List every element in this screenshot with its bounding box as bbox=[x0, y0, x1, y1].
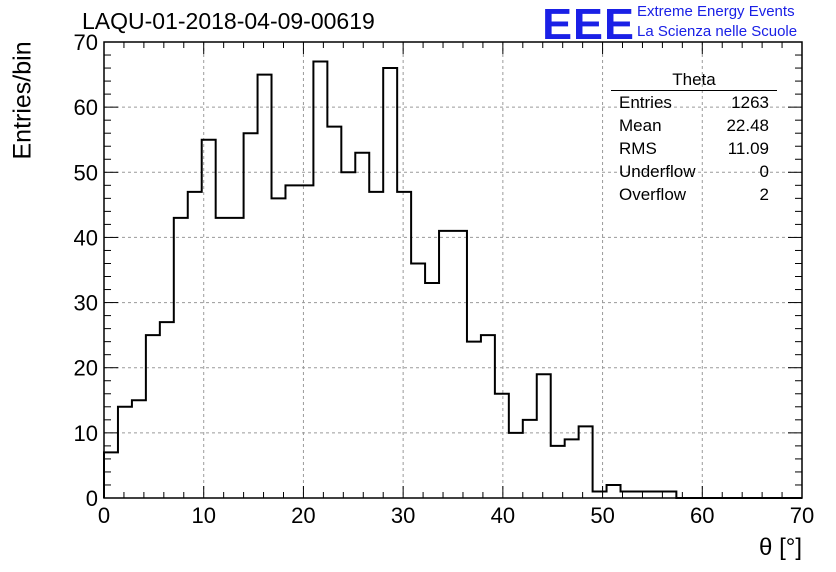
histogram-bin bbox=[607, 485, 621, 498]
stats-value: 11.09 bbox=[727, 139, 769, 158]
x-tick-label: 0 bbox=[98, 503, 110, 528]
x-tick-label: 10 bbox=[191, 503, 215, 528]
stats-row-rms: RMS 11.09 bbox=[611, 137, 777, 160]
histogram-bin bbox=[509, 433, 523, 498]
logo-text-line2: La Scienza nelle Scuole bbox=[637, 23, 798, 40]
stats-row-entries: Entries 1263 bbox=[611, 91, 777, 114]
histogram-bin bbox=[355, 153, 369, 498]
histogram-bin bbox=[272, 198, 286, 498]
x-tick-label: 50 bbox=[590, 503, 614, 528]
y-tick-label: 0 bbox=[86, 486, 98, 511]
histogram-bin bbox=[537, 374, 551, 498]
plot-frame bbox=[103, 41, 803, 499]
stats-value: 1263 bbox=[731, 93, 769, 112]
x-tick-label: 40 bbox=[491, 503, 515, 528]
histogram-bin bbox=[160, 322, 174, 498]
histogram-outline bbox=[103, 60, 802, 499]
histogram-bin bbox=[118, 407, 132, 498]
stats-box: Theta Entries 1263 Mean 22.48 RMS 11.09 … bbox=[611, 70, 777, 206]
chart-title: LAQU-01-2018-04-09-00619 bbox=[82, 8, 375, 34]
stats-row-overflow: Overflow 2 bbox=[611, 183, 777, 206]
histogram-bin bbox=[565, 439, 579, 498]
histogram-bin bbox=[439, 231, 453, 498]
histogram-bin bbox=[467, 342, 481, 498]
histogram-bin bbox=[216, 218, 230, 498]
x-tick-label: 70 bbox=[790, 503, 814, 528]
histogram-bin bbox=[425, 283, 439, 498]
stats-label: Entries bbox=[619, 93, 672, 112]
histogram-bin bbox=[523, 420, 537, 498]
stats-value: 2 bbox=[759, 185, 769, 204]
histogram-bin bbox=[453, 231, 467, 498]
x-tick-label: 30 bbox=[391, 503, 415, 528]
x-axis-label: θ [°] bbox=[759, 534, 802, 561]
y-tick-label: 50 bbox=[74, 160, 98, 185]
y-tick-label: 70 bbox=[74, 30, 98, 55]
eee-logo-mark: EEE bbox=[542, 0, 635, 49]
y-tick-label: 40 bbox=[74, 225, 98, 250]
histogram-bin bbox=[411, 263, 425, 498]
stats-label: RMS bbox=[619, 139, 657, 158]
histogram-bin bbox=[341, 172, 355, 498]
y-axis-label: Entries/bin bbox=[8, 41, 37, 160]
x-tick-label: 60 bbox=[690, 503, 714, 528]
y-tick-label: 60 bbox=[74, 95, 98, 120]
histogram-bin bbox=[551, 446, 565, 498]
histogram-bin bbox=[327, 127, 341, 498]
histogram-bin bbox=[230, 218, 244, 498]
histogram-bin bbox=[383, 68, 397, 498]
stats-value: 0 bbox=[759, 162, 769, 181]
stats-title: Theta bbox=[611, 70, 777, 91]
stats-label: Mean bbox=[619, 116, 662, 135]
logo-text-line1: Extreme Energy Events bbox=[637, 3, 795, 20]
histogram-bin bbox=[258, 75, 272, 498]
y-tick-label: 10 bbox=[74, 421, 98, 446]
x-tick-label: 20 bbox=[291, 503, 315, 528]
stats-label: Underflow bbox=[619, 162, 696, 181]
stats-row-mean: Mean 22.48 bbox=[611, 114, 777, 137]
stats-label: Overflow bbox=[619, 185, 687, 204]
histogram-bin bbox=[481, 335, 495, 498]
stats-value: 22.48 bbox=[726, 116, 769, 135]
histogram-bin bbox=[495, 394, 509, 498]
histogram-bin bbox=[174, 218, 188, 498]
histogram-bin bbox=[244, 133, 258, 498]
histogram-bin bbox=[579, 426, 593, 498]
y-tick-label: 20 bbox=[74, 356, 98, 381]
y-tick-label: 30 bbox=[74, 291, 98, 316]
stats-row-underflow: Underflow 0 bbox=[611, 160, 777, 183]
histogram-bin bbox=[146, 335, 160, 498]
histogram-bin bbox=[299, 185, 313, 498]
histogram-bin bbox=[285, 185, 299, 498]
histogram-bin bbox=[132, 400, 146, 498]
